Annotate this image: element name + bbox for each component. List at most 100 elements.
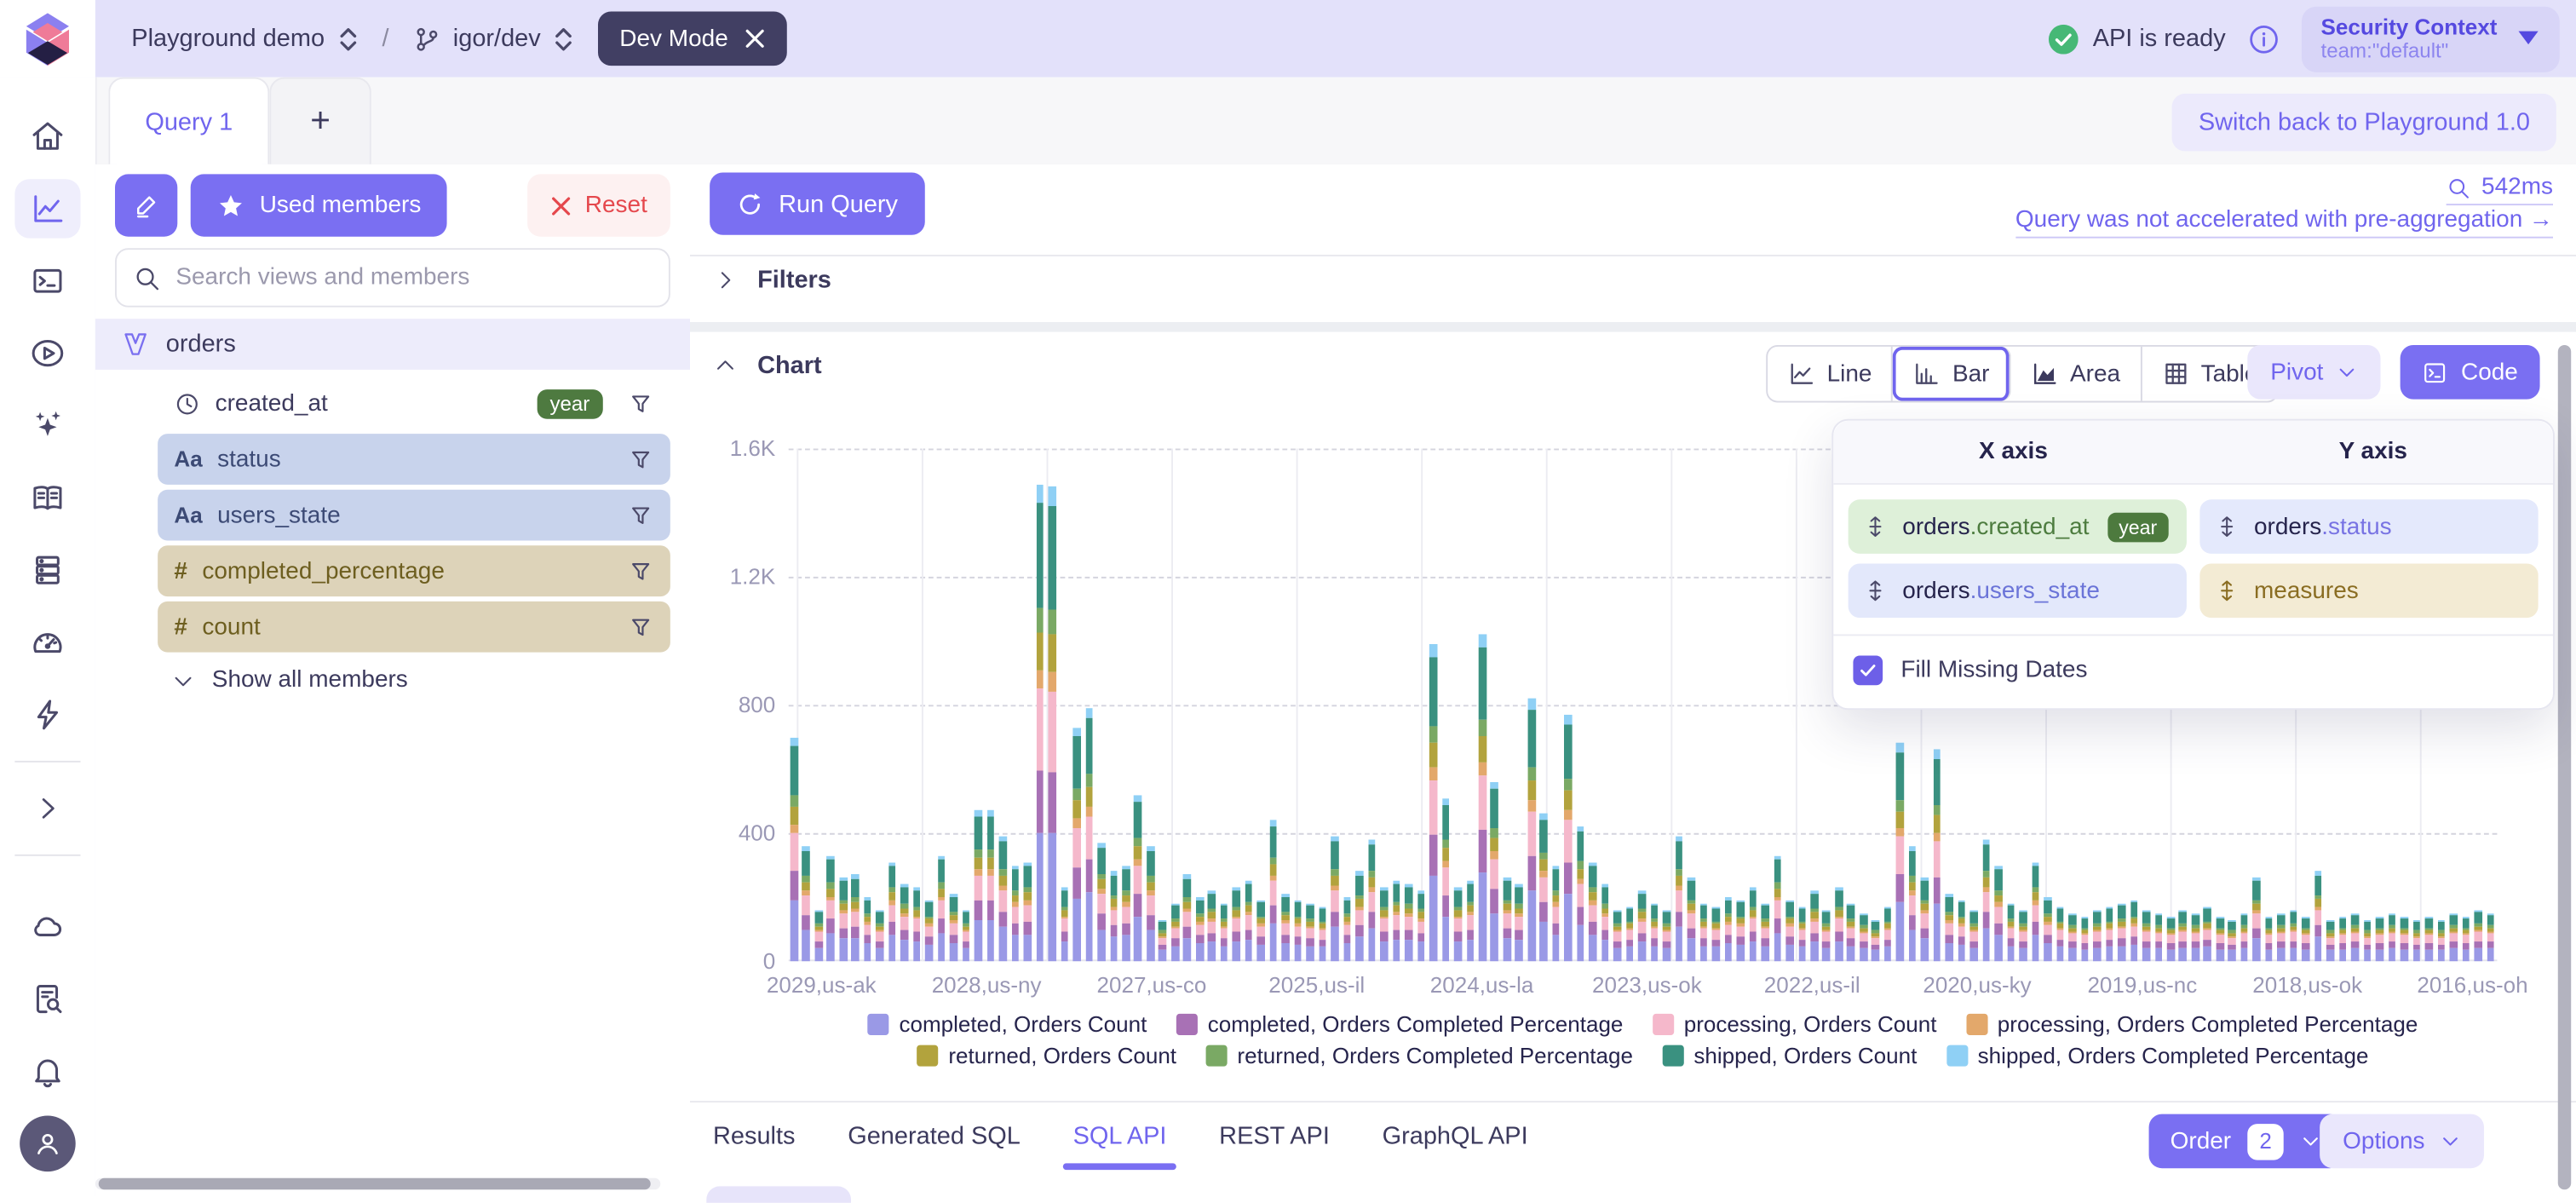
bar	[2019, 910, 2027, 962]
x-axis-column: orders.created_at year orders.users_stat…	[1848, 499, 2187, 619]
legend-item[interactable]: completed, Orders Completed Percentage	[1176, 1012, 1623, 1037]
sidebar-item-run[interactable]	[14, 324, 80, 383]
check-circle-icon	[2048, 23, 2079, 54]
branch-selector[interactable]: igor/dev	[412, 24, 576, 54]
order-dropdown-button[interactable]: Order 2	[2148, 1114, 2343, 1169]
edit-query-button[interactable]	[114, 174, 178, 237]
move-icon[interactable]	[2215, 515, 2240, 539]
reset-button[interactable]: Reset	[527, 174, 670, 237]
sidebar-item-query-inspector[interactable]	[14, 970, 80, 1028]
sidebar-item-terminal[interactable]	[14, 251, 80, 310]
bar	[2118, 903, 2125, 962]
chart-type-bar[interactable]: Bar	[1894, 346, 2011, 401]
vertical-scrollbar[interactable]	[2557, 241, 2572, 1190]
sidebar-item-playground[interactable]	[14, 179, 81, 239]
legend-item[interactable]: returned, Orders Count	[917, 1044, 1176, 1068]
pivot-dropdown-button[interactable]: Pivot	[2247, 344, 2381, 400]
bottom-tab-results[interactable]: Results	[712, 1122, 796, 1150]
legend-item[interactable]: completed, Orders Count	[867, 1012, 1147, 1037]
bell-icon	[35, 1059, 60, 1088]
legend-item[interactable]: processing, Orders Count	[1653, 1012, 1936, 1037]
cube-logo[interactable]	[0, 0, 95, 78]
filter-icon[interactable]	[628, 613, 654, 640]
preagg-note-link[interactable]: Query was not accelerated with pre-aggre…	[2015, 207, 2553, 239]
chart-type-line[interactable]: Line	[1768, 346, 1894, 401]
member-status[interactable]: Aa status	[158, 434, 670, 485]
fill-missing-dates-label: Fill Missing Dates	[1900, 657, 2088, 684]
legend-item[interactable]: returned, Orders Completed Percentage	[1205, 1044, 1633, 1068]
switch-back-link[interactable]: Switch back to Playground 1.0	[2171, 93, 2556, 152]
sidebar-item-notifications[interactable]	[14, 1042, 80, 1101]
bottom-tab-generated-sql[interactable]: Generated SQL	[848, 1122, 1021, 1150]
chart-section-toggle[interactable]: Chart	[713, 352, 822, 379]
show-all-members-toggle[interactable]: Show all members	[171, 667, 408, 694]
pivot-item-status[interactable]: orders.status	[2199, 499, 2539, 554]
bar	[1331, 836, 1339, 962]
sidebar-item-docs[interactable]	[14, 469, 80, 527]
move-icon[interactable]	[1863, 578, 1888, 603]
member-count[interactable]: # count	[158, 601, 670, 653]
bar-chart-plot[interactable]	[788, 448, 2498, 962]
partial-button[interactable]	[706, 1186, 851, 1203]
bar	[1355, 872, 1364, 962]
cube-orders-row[interactable]: orders	[95, 319, 690, 370]
sidebar-item-cloud[interactable]	[14, 897, 80, 956]
pivot-item-created-at[interactable]: orders.created_at year	[1848, 499, 2187, 554]
filter-icon[interactable]	[628, 502, 654, 528]
terminal-icon	[33, 268, 62, 293]
checkbox-checked[interactable]	[1853, 655, 1883, 686]
legend-item[interactable]: shipped, Orders Completed Percentage	[1946, 1044, 2368, 1068]
horizontal-scrollbar[interactable]	[95, 1177, 661, 1190]
member-users-state[interactable]: Aa users_state	[158, 489, 670, 541]
sidebar-expand-button[interactable]	[14, 779, 80, 837]
fill-missing-dates-row[interactable]: Fill Missing Dates	[1833, 636, 2553, 708]
bar	[1527, 698, 1536, 962]
view-icon	[124, 333, 147, 355]
bar	[1036, 484, 1044, 962]
pivot-item-measures[interactable]: measures	[2199, 563, 2539, 619]
options-dropdown-button[interactable]: Options	[2320, 1114, 2484, 1169]
security-context-dropdown[interactable]: Security Context team:"default"	[2301, 5, 2560, 72]
filter-icon[interactable]	[628, 390, 654, 417]
granularity-badge[interactable]: year	[537, 389, 603, 418]
sidebar-item-home[interactable]	[14, 106, 80, 165]
legend-item[interactable]: processing, Orders Completed Percentage	[1966, 1012, 2418, 1037]
search-input[interactable]: Search views and members	[114, 248, 670, 308]
member-completed-percentage[interactable]: # completed_percentage	[158, 545, 670, 597]
bottom-tab-sql-api[interactable]: SQL API	[1062, 1102, 1177, 1171]
move-icon[interactable]	[1863, 515, 1888, 539]
close-icon[interactable]	[745, 28, 766, 49]
bar	[900, 884, 909, 962]
bottom-tab-rest-api[interactable]: REST API	[1219, 1122, 1330, 1150]
code-button[interactable]: Code	[2400, 344, 2539, 400]
used-members-button[interactable]: Used members	[190, 174, 448, 237]
sidebar-item-account[interactable]	[14, 1114, 80, 1173]
workspace-selector[interactable]: Playground demo	[131, 25, 359, 53]
run-query-button[interactable]: Run Query	[710, 172, 924, 235]
bar	[1429, 643, 1437, 962]
pivot-item-users-state[interactable]: orders.users_state	[1848, 563, 2187, 619]
bar	[1958, 900, 1966, 962]
chart-type-area[interactable]: Area	[2011, 346, 2142, 401]
sidebar-item-data-model[interactable]	[14, 540, 80, 599]
bottom-tab-graphql-api[interactable]: GraphQL API	[1382, 1122, 1528, 1150]
dev-mode-badge[interactable]: Dev Mode	[598, 11, 788, 66]
sidebar-divider	[14, 760, 81, 763]
tab-query-1[interactable]: Query 1	[108, 77, 270, 164]
query-timing-link[interactable]: 542ms	[2447, 174, 2553, 206]
bar	[1269, 820, 1278, 962]
filter-icon[interactable]	[628, 446, 654, 473]
sidebar-item-jobs[interactable]	[14, 685, 80, 744]
filters-section-toggle[interactable]: Filters	[713, 266, 831, 294]
sidebar-item-performance[interactable]	[14, 613, 80, 671]
member-created-at[interactable]: created_at year	[158, 377, 670, 429]
legend-item[interactable]: shipped, Orders Count	[1662, 1044, 1917, 1068]
add-query-tab-button[interactable]: +	[269, 77, 371, 164]
move-icon[interactable]	[2215, 578, 2240, 603]
sidebar-item-ai[interactable]	[14, 396, 80, 455]
filter-icon[interactable]	[628, 558, 654, 584]
bar	[2191, 912, 2199, 962]
vertical-scrollbar-thumb[interactable]	[2557, 344, 2572, 1190]
info-icon[interactable]	[2249, 24, 2279, 54]
horizontal-scrollbar-thumb[interactable]	[98, 1177, 651, 1190]
